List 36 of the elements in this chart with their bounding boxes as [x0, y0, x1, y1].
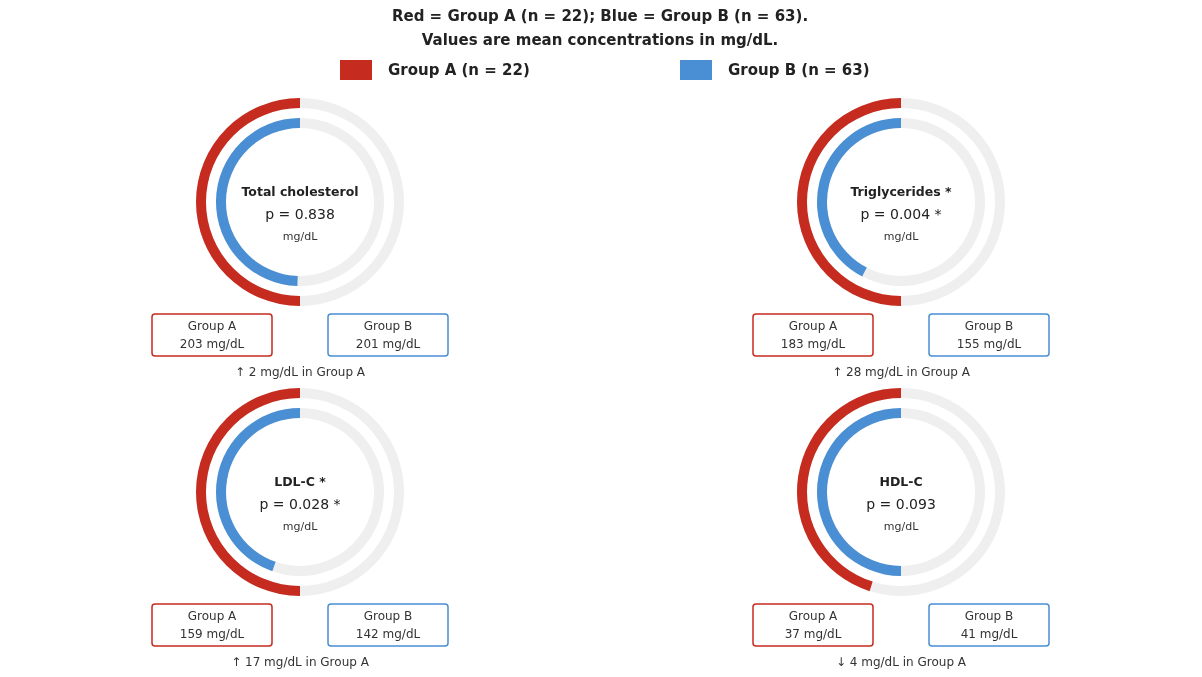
text: mg/dL: [282, 230, 319, 243]
text: p = 0.093: [866, 496, 936, 512]
text: p = 0.838: [265, 206, 335, 222]
data-label: 159 mg/dL: [179, 627, 245, 641]
category-label: Group A: [788, 319, 839, 333]
text: Red = Group A (n = 22); Blue = Group B (n = 63).: [391, 7, 809, 25]
text: mg/dL: [883, 520, 920, 533]
text: ↓ 4 mg/dL in Group A: [835, 655, 967, 669]
data-label: 201 mg/dL: [355, 337, 421, 351]
data-label: 37 mg/dL: [784, 627, 842, 641]
text: ↑ 2 mg/dL in Group A: [234, 365, 366, 379]
text: mg/dL: [883, 230, 920, 243]
data-label: 142 mg/dL: [355, 627, 421, 641]
text: p = 0.004 *: [860, 206, 942, 222]
text: LDL-C *: [274, 474, 327, 489]
legend-label: Group A (n = 22): [388, 61, 530, 79]
legend-label: Group B (n = 63): [728, 61, 870, 79]
data-label: 203 mg/dL: [179, 337, 245, 351]
category-label: Group B: [363, 609, 413, 623]
category-label: Group B: [964, 319, 1014, 333]
category-label: Group B: [363, 319, 413, 333]
data-label: 41 mg/dL: [960, 627, 1018, 641]
text: Values are mean concentrations in mg/dL.: [421, 31, 779, 49]
data-label: 155 mg/dL: [956, 337, 1022, 351]
text: ↑ 28 mg/dL in Group A: [832, 365, 971, 379]
category-label: Group B: [964, 609, 1014, 623]
text: HDL-C: [879, 474, 923, 489]
data-label: 183 mg/dL: [780, 337, 846, 351]
text: Total cholesterol: [241, 184, 359, 199]
category-label: Group A: [187, 609, 238, 623]
category-label: Group A: [187, 319, 238, 333]
category-label: Group A: [788, 609, 839, 623]
text: p = 0.028 *: [259, 496, 341, 512]
text: ↑ 17 mg/dL in Group A: [231, 655, 370, 669]
text: Triglycerides *: [850, 184, 952, 199]
text: mg/dL: [282, 520, 319, 533]
